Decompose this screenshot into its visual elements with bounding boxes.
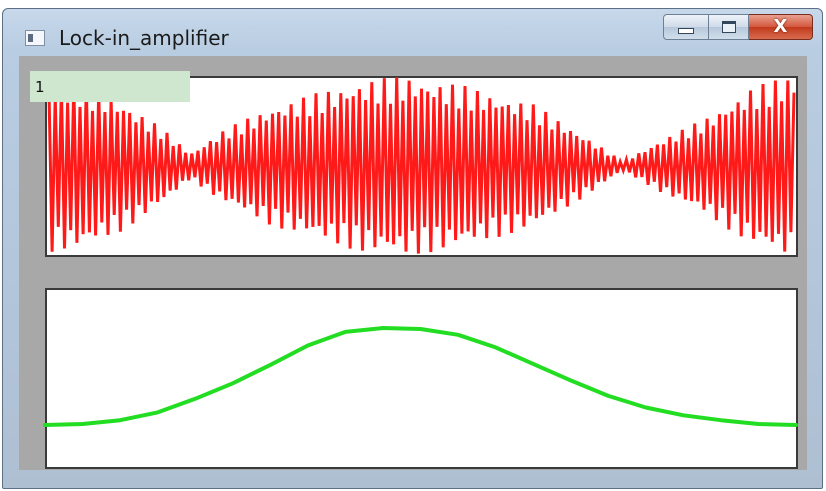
window-app-icon[interactable] [25, 30, 45, 46]
minimize-button[interactable] [663, 14, 709, 40]
value-display[interactable]: 1 [30, 71, 190, 102]
output-signal-chart [43, 326, 798, 427]
title-bar[interactable]: Lock-in_amplifier X [3, 9, 822, 57]
output-signal-plot [43, 288, 798, 469]
input-signal-plot [45, 76, 798, 257]
output-signal-line [43, 326, 798, 427]
window-title: Lock-in_amplifier [59, 26, 229, 50]
close-icon: X [773, 16, 788, 37]
maximize-icon [721, 21, 736, 33]
close-button[interactable]: X [749, 14, 813, 40]
maximize-button[interactable] [709, 14, 749, 40]
minimize-icon [678, 28, 694, 34]
input-signal-line [47, 77, 796, 254]
input-signal-chart [47, 77, 796, 254]
